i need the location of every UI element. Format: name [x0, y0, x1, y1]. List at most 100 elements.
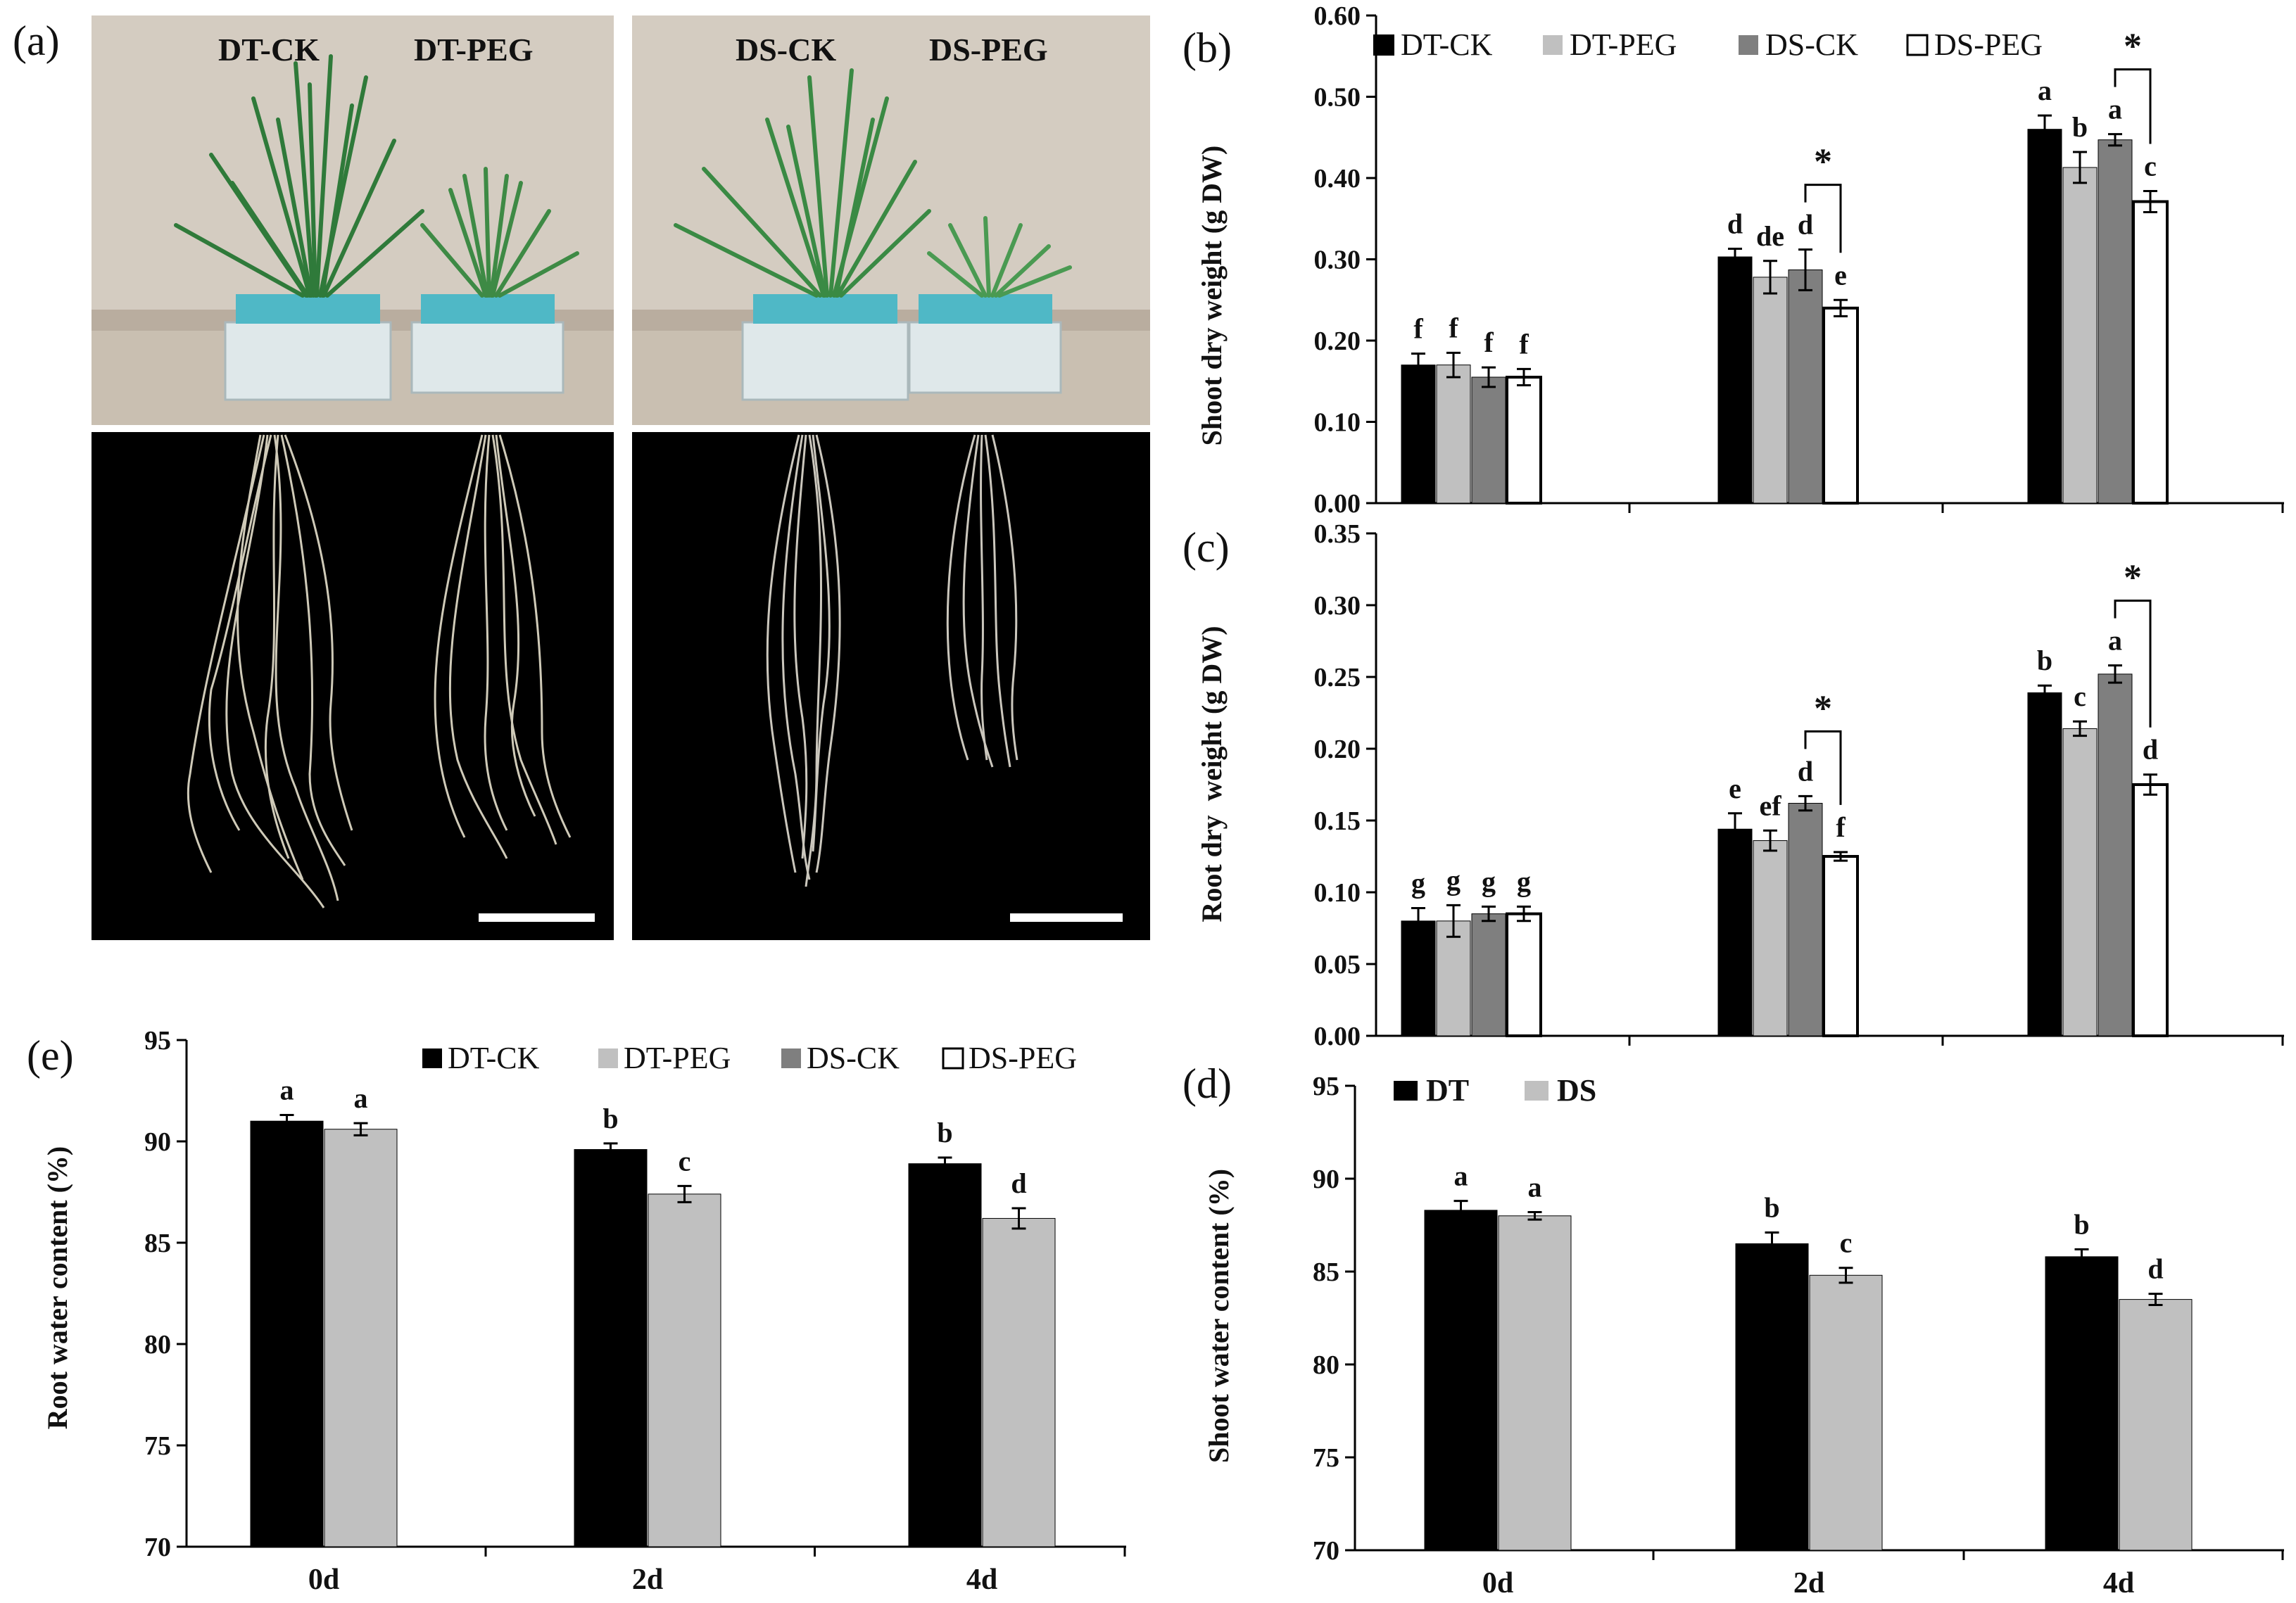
data-label-d: b	[2074, 1208, 2089, 1240]
data-label-c: g	[1446, 864, 1461, 896]
data-label-b: f	[1484, 327, 1494, 358]
panel-d-ytick-label: 95	[1313, 1072, 1339, 1101]
panel-d: (d) Shoot water content (%) DT DS 70 75 80…	[1182, 1060, 2284, 1599]
panel-e: (e) Root water content (%) DT-CK DT-PEG …	[27, 1026, 1126, 1596]
bar-c-ds-peg-4d	[2132, 783, 2169, 1037]
legend-e-label-dt-ck: DT-CK	[448, 1041, 540, 1075]
panel-d-ytick-label: 85	[1313, 1257, 1339, 1287]
panel-d-ytick-label: 80	[1313, 1350, 1339, 1380]
panel-b-ylabel: Shoot dry weight (g DW)	[1196, 146, 1228, 446]
data-label-d: d	[2147, 1253, 2163, 1285]
container-dt-peg	[410, 321, 564, 394]
photo-roots-dt	[92, 432, 614, 940]
data-label-e: b	[937, 1117, 952, 1148]
data-label-e: b	[603, 1103, 618, 1134]
legend-swatch-ds-peg	[1906, 34, 1929, 56]
container-dt-ck	[224, 321, 392, 401]
panel-d-letter: (d)	[1182, 1060, 1232, 1107]
panel-b-ytick-label: 0.00	[1314, 489, 1361, 519]
panel-a-letter: (a)	[13, 18, 60, 64]
significance-bracket-b	[2114, 68, 2152, 144]
legend-swatch-dt-ck	[1373, 34, 1394, 56]
bar-d-dt-0d	[1424, 1210, 1498, 1551]
photo-label-ds-peg: DS-PEG	[929, 32, 1048, 68]
bar-e-dt-2d	[574, 1149, 648, 1547]
panel-b-ytick-label: 0.60	[1314, 1, 1361, 31]
legend-e-swatch-ds-ck	[781, 1048, 801, 1068]
scale-bar-ds	[1010, 913, 1123, 922]
panel-b-ytick-label: 0.10	[1314, 408, 1361, 438]
panel-b-plot: 0.00 0.10 0.20 0.30 0.40 0.50 0.60 f d a f de b f d a f e…	[1314, 1, 2284, 519]
panel-e-ytick-label: 90	[144, 1127, 171, 1157]
panel-c-ytick-label: 0.00	[1314, 1022, 1361, 1051]
panel-c-ytick-label: 0.20	[1314, 735, 1361, 764]
significance-bracket-c	[2114, 600, 2152, 728]
data-label-b: f	[1519, 328, 1529, 360]
significance-star-b: *	[2124, 27, 2142, 67]
tube-row-ds-peg	[919, 294, 1052, 324]
significance-bracket-b	[1804, 184, 1842, 253]
photo-shoots-ds: DS-CK DS-PEG	[632, 15, 1150, 425]
legend-label-ds-ck: DS-CK	[1765, 27, 1858, 62]
bar-c-dt-ck-4d	[2027, 692, 2062, 1037]
panel-d-ytick-label: 90	[1313, 1165, 1339, 1194]
panel-d-xtick-label: 2d	[1793, 1567, 1824, 1599]
bar-c-ds-ck-2d	[1788, 803, 1823, 1037]
bar-c-dt-peg-2d	[1753, 840, 1788, 1037]
panel-d-legend: DT DS	[1394, 1073, 1596, 1108]
legend-d-label-ds: DS	[1557, 1073, 1596, 1108]
panel-e-ytick-label: 70	[144, 1533, 171, 1562]
bar-c-ds-peg-2d	[1822, 855, 1859, 1037]
bar-d-dt-4d	[2045, 1256, 2119, 1551]
bar-d-ds-4d	[2119, 1299, 2193, 1551]
panel-e-ytick-label: 95	[144, 1026, 171, 1056]
panel-c-ytick-label: 0.05	[1314, 950, 1361, 980]
data-label-e: a	[280, 1075, 294, 1106]
panel-c-ytick-label: 0.25	[1314, 663, 1361, 692]
bar-c-dt-peg-0d	[1436, 920, 1471, 1037]
legend-e-swatch-ds-peg	[942, 1047, 964, 1070]
data-label-d: b	[1764, 1192, 1779, 1224]
shoot-leaves-dt-peg	[420, 167, 579, 298]
panel-d-ytick-label: 75	[1313, 1443, 1339, 1473]
data-label-c: g	[1411, 867, 1425, 899]
panel-e-legend: DT-CK DT-PEG DS-CK DS-PEG	[422, 1041, 1077, 1075]
photo-roots-ds-background	[632, 432, 1150, 940]
legend-d-swatch-ds	[1525, 1081, 1548, 1101]
legend-e-label-ds-ck: DS-CK	[807, 1041, 900, 1075]
panel-e-xtick-label: 2d	[632, 1564, 663, 1596]
data-label-b: b	[2072, 111, 2088, 143]
panel-c-ytick-label: 0.30	[1314, 591, 1361, 621]
bar-d-ds-2d	[1809, 1274, 1883, 1551]
data-label-c: g	[1482, 866, 1496, 897]
data-label-c: e	[1729, 773, 1741, 804]
data-label-b: c	[2144, 150, 2157, 182]
panel-e-letter: (e)	[27, 1032, 74, 1079]
data-label-b: d	[1727, 208, 1743, 239]
panel-d-xtick-label: 0d	[1482, 1567, 1513, 1599]
legend-label-ds-peg: DS-PEG	[1934, 27, 2043, 62]
data-label-b: a	[2038, 75, 2052, 106]
tube-row-ds-ck	[753, 294, 897, 324]
significance-bracket-c	[1804, 730, 1842, 805]
photo-label-dt-peg: DT-PEG	[414, 32, 534, 68]
panel-b-letter: (b)	[1182, 25, 1232, 71]
data-label-e: c	[679, 1145, 691, 1177]
panel-d-plot: 70 75 80 85 90 95 0d 2d 4d a b b a c d	[1313, 1072, 2284, 1599]
bar-b-dt-ck-0d	[1401, 365, 1436, 504]
container-ds-peg	[908, 321, 1062, 394]
panel-e-ylabel: Root water content (%)	[42, 1146, 73, 1429]
significance-star-c: *	[1814, 688, 1832, 728]
panel-b: (b) Shoot dry weight (g DW) DT-CK DT-PEG…	[1182, 1, 2284, 519]
legend-swatch-ds-ck	[1739, 35, 1758, 55]
bar-e-dt-4d	[908, 1163, 982, 1547]
data-label-c: c	[2074, 680, 2086, 712]
data-label-d: a	[1528, 1172, 1542, 1203]
panel-a: (a) DT-CK DT-PEG	[13, 15, 1150, 940]
legend-swatch-dt-peg	[1543, 35, 1563, 55]
legend-label-dt-peg: DT-PEG	[1570, 27, 1677, 62]
bar-c-dt-ck-2d	[1717, 828, 1753, 1037]
bar-c-ds-ck-0d	[1471, 913, 1506, 1037]
panel-c-ylabel: Root dry weight (g DW)	[1196, 626, 1228, 922]
